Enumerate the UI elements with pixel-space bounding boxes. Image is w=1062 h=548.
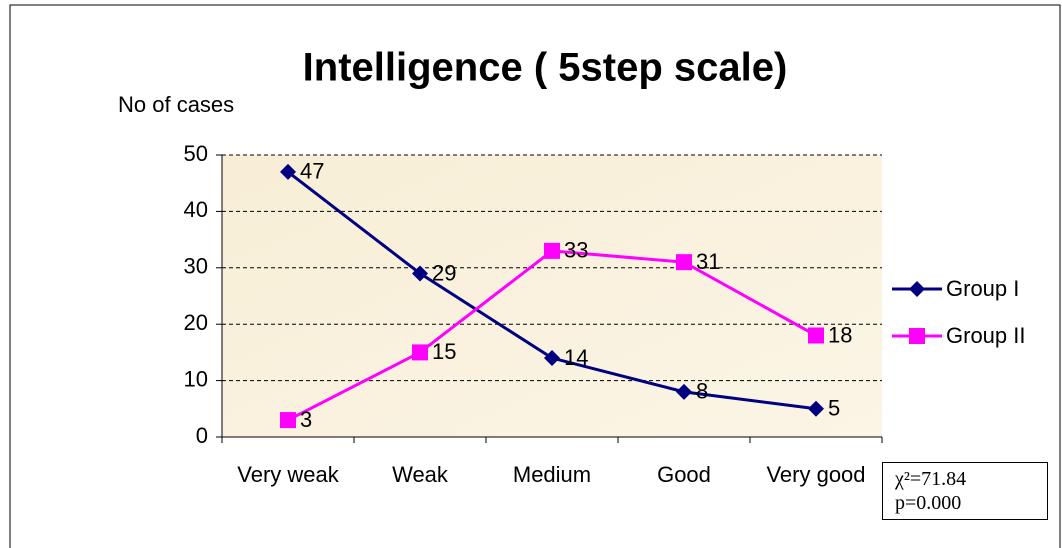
data-label: 33 (564, 238, 588, 263)
annotation: χ²=71.84 (895, 468, 967, 490)
marker (808, 400, 824, 417)
y-tick-label: 40 (184, 197, 208, 222)
chart-title: Intelligence ( 5step scale) (303, 46, 788, 90)
marker (544, 350, 560, 367)
data-label: 5 (828, 396, 840, 421)
data-label: 8 (696, 379, 708, 404)
legend-marker (909, 328, 925, 344)
legend-label: Group II (946, 323, 1025, 348)
x-tick-label: Medium (512, 462, 592, 487)
data-label: 31 (696, 249, 720, 274)
marker (676, 383, 692, 400)
data-label: 15 (432, 339, 456, 364)
y-tick-label: 10 (184, 366, 208, 391)
x-tick-label: Very weak (237, 462, 339, 487)
legend-marker (909, 281, 925, 297)
marker (808, 327, 824, 344)
data-label: 47 (300, 159, 324, 184)
data-label: 3 (300, 407, 312, 432)
annotation: p=0.000 (895, 492, 962, 514)
marker (412, 265, 428, 282)
marker (280, 412, 296, 429)
y-tick-label: 0 (196, 423, 208, 448)
annotation-box: χ²=71.84 p=0.000 (882, 462, 1048, 520)
data-label: 29 (432, 260, 456, 285)
y-tick-label: 30 (184, 254, 208, 279)
data-label: 14 (564, 345, 588, 370)
marker (676, 254, 692, 271)
plot-area (222, 155, 882, 437)
x-tick-label: Very good (766, 462, 866, 487)
y-axis-label: No of cases (118, 92, 234, 117)
y-tick-label: 50 (184, 141, 208, 166)
y-tick-label: 20 (184, 310, 208, 335)
frame (9, 4, 1061, 548)
marker (280, 163, 296, 180)
x-tick-label: Weak (392, 462, 448, 487)
marker (412, 344, 428, 361)
data-label: 18 (828, 322, 852, 347)
marker (544, 242, 560, 259)
x-tick-label: Good (657, 462, 711, 487)
legend-label: Group I (946, 276, 1019, 301)
